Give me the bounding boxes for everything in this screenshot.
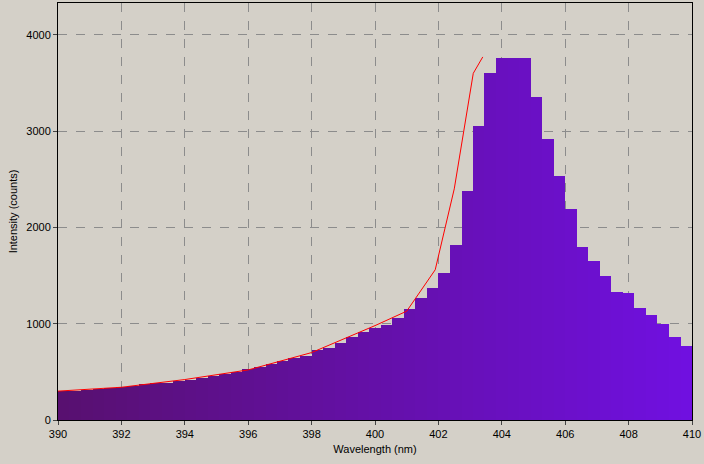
svg-text:Wavelength (nm): Wavelength (nm) bbox=[333, 443, 416, 455]
svg-text:398: 398 bbox=[302, 428, 320, 440]
svg-text:392: 392 bbox=[112, 428, 130, 440]
svg-text:2000: 2000 bbox=[26, 221, 50, 233]
svg-text:406: 406 bbox=[556, 428, 574, 440]
svg-text:3000: 3000 bbox=[26, 125, 50, 137]
svg-text:400: 400 bbox=[366, 428, 384, 440]
svg-text:394: 394 bbox=[176, 428, 194, 440]
svg-text:390: 390 bbox=[49, 428, 67, 440]
svg-text:1000: 1000 bbox=[26, 318, 50, 330]
svg-text:396: 396 bbox=[239, 428, 257, 440]
svg-text:4000: 4000 bbox=[26, 29, 50, 41]
svg-text:402: 402 bbox=[429, 428, 447, 440]
svg-text:Intensity (counts): Intensity (counts) bbox=[7, 170, 19, 254]
svg-text:408: 408 bbox=[619, 428, 637, 440]
svg-text:0: 0 bbox=[45, 414, 51, 426]
svg-text:404: 404 bbox=[493, 428, 511, 440]
svg-text:410: 410 bbox=[683, 428, 701, 440]
